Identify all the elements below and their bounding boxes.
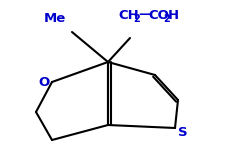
Text: S: S xyxy=(178,126,188,138)
Text: CO: CO xyxy=(148,9,169,22)
Text: H: H xyxy=(168,9,179,22)
Text: —: — xyxy=(138,8,151,20)
Text: CH: CH xyxy=(118,9,139,22)
Text: O: O xyxy=(38,76,50,89)
Text: 2: 2 xyxy=(133,14,140,24)
Text: Me: Me xyxy=(44,11,66,24)
Text: 2: 2 xyxy=(163,14,170,24)
